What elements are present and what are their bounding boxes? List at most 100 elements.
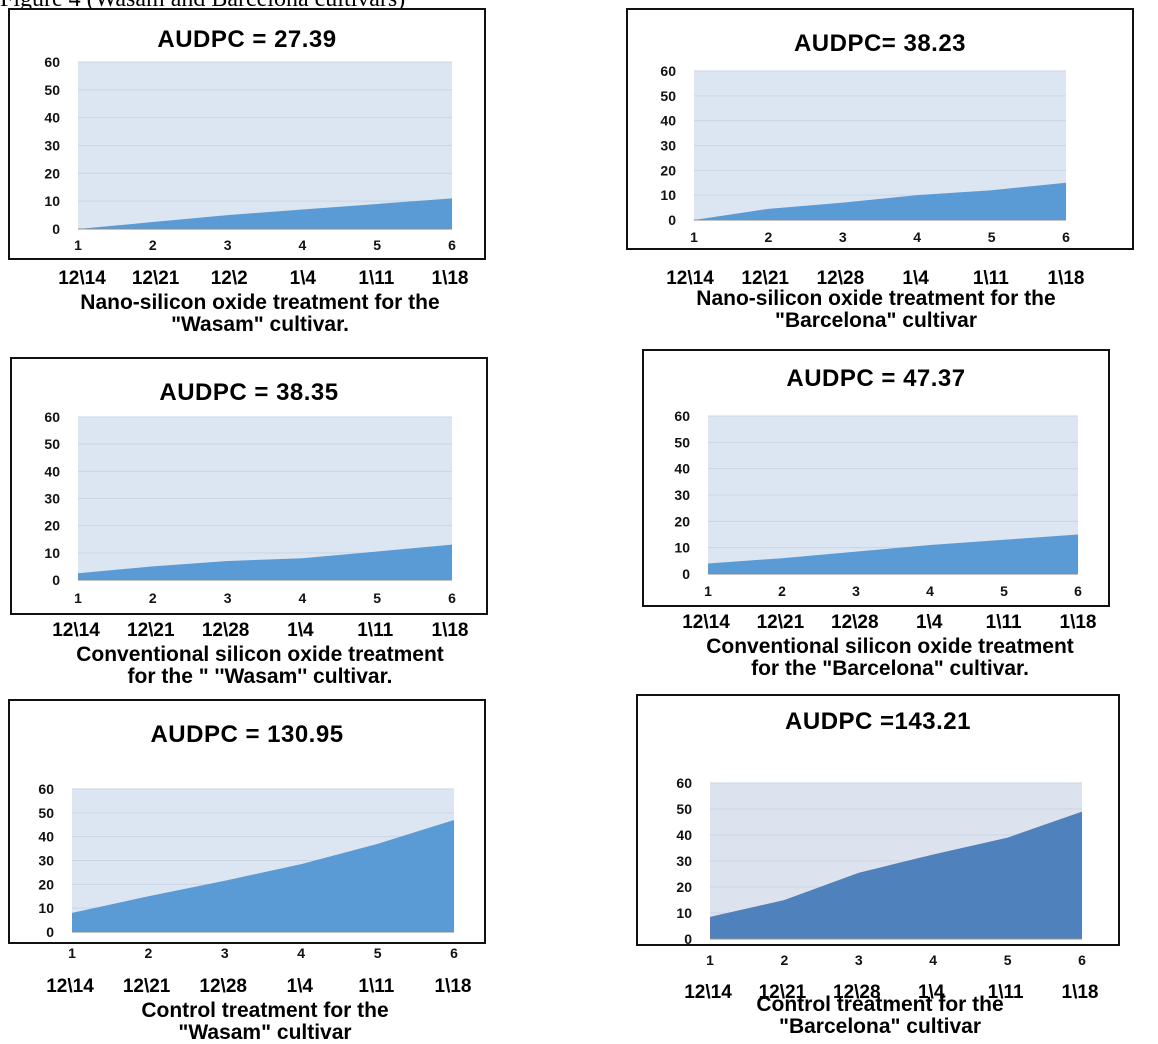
y-tick-label: 60 — [38, 781, 54, 797]
x-tick-label: 1 — [704, 583, 712, 599]
x-tick-label: 3 — [221, 945, 229, 961]
area-series — [78, 198, 452, 229]
area-series — [710, 811, 1082, 939]
x-tick-label: 1 — [74, 237, 82, 253]
y-tick-label: 20 — [44, 518, 60, 534]
date-label: 12\14 — [682, 612, 730, 633]
date-label: 1\11 — [985, 612, 1022, 633]
chart-caption: Nano-silicon oxide treatment for the "Ba… — [696, 287, 1056, 332]
date-label: 12\21 — [131, 268, 180, 289]
date-label: 12\14 — [684, 982, 732, 1003]
y-tick-label: 20 — [38, 876, 54, 892]
chart-title: AUDPC = 38.35 — [159, 379, 339, 406]
date-label: 12\28 — [816, 268, 865, 289]
date-label: 1\4 — [287, 620, 314, 641]
date-label: 12\21 — [122, 976, 171, 997]
date-label: 1\18 — [431, 620, 469, 641]
y-tick-label: 30 — [674, 487, 690, 503]
date-label: 1\4 — [917, 982, 945, 1003]
area-series — [708, 534, 1078, 574]
x-tick-label: 6 — [1062, 229, 1070, 245]
x-tick-label: 4 — [913, 229, 921, 245]
area-chart: 0 10 20 30 40 50 60 1 2 3 4 5 6 — [660, 63, 1070, 245]
x-tick-label: 5 — [374, 945, 382, 961]
y-tick-label: 0 — [684, 931, 692, 947]
date-label: 1\18 — [1047, 268, 1085, 289]
x-tick-label: 1 — [74, 590, 82, 606]
y-tick-label: 40 — [676, 827, 692, 843]
chart-caption: Conventional silicon oxide treatment for… — [706, 635, 1074, 680]
y-tick-label: 40 — [674, 461, 690, 477]
x-tick-label: 6 — [448, 237, 456, 253]
y-tick-label: 30 — [44, 138, 60, 154]
x-tick-label: 5 — [1000, 583, 1008, 599]
chart-title: AUDPC = 47.37 — [786, 365, 966, 392]
x-tick-label: 3 — [855, 952, 863, 968]
y-tick-label: 50 — [660, 88, 676, 104]
date-label: 1\11 — [358, 976, 395, 997]
y-tick-label: 40 — [44, 110, 60, 126]
y-tick-label: 20 — [674, 513, 690, 529]
y-tick-label: 60 — [660, 63, 676, 79]
area-chart: 0 10 20 30 40 50 60 1 2 3 4 5 6 — [38, 781, 458, 961]
date-label: 1\18 — [434, 976, 472, 997]
x-tick-label: 4 — [297, 945, 305, 961]
area-chart: 0 10 20 30 40 50 60 1 2 3 4 5 6 — [676, 775, 1086, 968]
y-tick-label: 10 — [38, 900, 54, 916]
date-labels: 12\14 12\21 12\28 1\4 1\11 1\18 — [0, 982, 1158, 1004]
x-tick-label: 5 — [988, 229, 996, 245]
chart-caption: Conventional silicon oxide treatment for… — [76, 643, 444, 688]
x-tick-label: 5 — [1004, 952, 1012, 968]
chart-frame: AUDPC =143.21 0 10 20 30 40 50 60 1 2 3 4 5 6 — [636, 694, 1120, 968]
date-label: 12\14 — [46, 976, 94, 997]
x-tick-label: 4 — [299, 590, 307, 606]
y-tick-label: 40 — [38, 829, 54, 845]
y-tick-label: 30 — [660, 138, 676, 154]
y-tick-label: 30 — [44, 491, 60, 507]
date-label: 1\11 — [972, 268, 1009, 289]
date-label: 12\28 — [201, 620, 250, 641]
date-label: 1\11 — [357, 620, 394, 641]
y-tick-label: 10 — [676, 905, 692, 921]
x-tick-label: 2 — [149, 590, 157, 606]
date-label: 12\28 — [199, 976, 247, 997]
chart-frame: AUDPC= 38.23 0 10 20 30 40 50 60 1 2 3 4 5 6 — [626, 8, 1134, 250]
y-tick-label: 30 — [676, 853, 692, 869]
date-label: 12\21 — [741, 268, 789, 289]
x-tick-label: 1 — [706, 952, 714, 968]
y-tick-label: 30 — [38, 853, 54, 869]
area-chart: 0 10 20 30 40 50 60 1 2 3 4 5 6 — [44, 54, 456, 253]
area-series — [694, 182, 1066, 220]
chart-caption: Nano-silicon oxide treatment for the "Wa… — [80, 291, 440, 336]
chart-frame: AUDPC = 27.39 0 10 20 30 40 50 60 1 2 3 4 5 6 — [8, 8, 486, 260]
date-label: 12\28 — [831, 612, 879, 633]
chart-title: AUDPC = 130.95 — [150, 721, 344, 748]
y-tick-label: 0 — [682, 566, 690, 582]
chart-frame: AUDPC = 38.35 0 10 20 30 40 50 60 1 2 3 4 5 6 — [10, 357, 488, 615]
y-tick-label: 0 — [52, 572, 60, 588]
date-labels: 12\14 12\21 12\28 1\4 1\11 1\18 — [0, 268, 1158, 290]
x-tick-label: 2 — [781, 952, 789, 968]
x-tick-label: 6 — [448, 590, 456, 606]
y-tick-label: 60 — [44, 409, 60, 425]
chart-frame: AUDPC = 130.95 0 10 20 30 40 50 60 1 2 3 4 5 6 — [8, 699, 486, 961]
date-label: 12\14 — [58, 268, 106, 289]
x-tick-label: 4 — [929, 952, 937, 968]
x-tick-label: 6 — [1078, 952, 1086, 968]
area-chart: 0 10 20 30 40 50 60 1 2 3 4 5 6 — [674, 408, 1082, 599]
chart-caption: Control treatment for the "Barcelona" cu… — [756, 993, 1004, 1038]
chart-caption: Control treatment for the "Wasam" cultiv… — [141, 999, 389, 1044]
y-tick-label: 50 — [676, 801, 692, 817]
date-label: 1\18 — [1061, 982, 1099, 1003]
y-tick-label: 10 — [674, 540, 690, 556]
y-tick-label: 40 — [660, 113, 676, 129]
x-tick-label: 4 — [299, 237, 307, 253]
date-label: 1\4 — [915, 612, 943, 633]
date-label: 12\28 — [833, 982, 881, 1003]
date-label: 1\11 — [987, 982, 1024, 1003]
date-labels: 12\14 12\21 12\2 1\4 1\11 1\18 — [0, 268, 1158, 290]
y-tick-label: 20 — [44, 165, 60, 181]
x-tick-label: 2 — [778, 583, 786, 599]
area-series — [78, 544, 452, 580]
area-chart: 0 10 20 30 40 50 60 1 2 3 4 5 6 — [44, 409, 456, 606]
